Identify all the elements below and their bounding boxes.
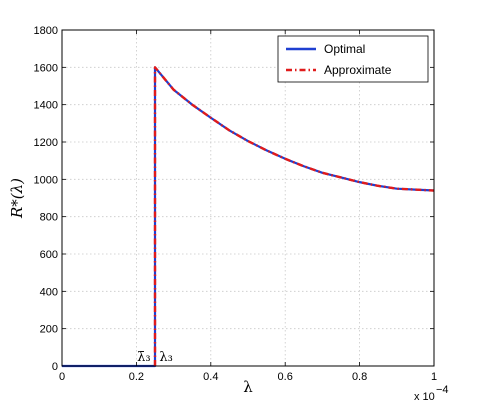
plot-background — [62, 30, 434, 366]
legend-label-approximate: Approximate — [324, 63, 392, 77]
x-tick-label: 0 — [59, 371, 65, 383]
y-tick-label: 1200 — [34, 137, 58, 149]
x-axis: 0 0.2 0.4 0.6 0.8 1 — [59, 30, 437, 383]
legend-box — [277, 35, 429, 83]
y-tick-label: 0 — [52, 361, 58, 373]
x-tick-label: 0.6 — [278, 371, 293, 383]
y-tick-label: 200 — [40, 324, 58, 336]
y-tick-label: 1800 — [34, 25, 58, 37]
y-axis-label: R*(λ) — [8, 178, 26, 219]
y-tick-label: 1600 — [34, 62, 58, 74]
y-tick-label: 400 — [40, 286, 58, 298]
annotation-label: λ₃ — [159, 350, 172, 365]
y-tick-label: 800 — [40, 212, 58, 224]
x-multiplier-base: x 10 — [414, 391, 435, 403]
x-multiplier-exponent: −4 — [436, 384, 449, 396]
series-line-approximate — [153, 66, 435, 366]
series-layer — [62, 66, 435, 368]
annotations: λ̄₃ λ₃ — [137, 350, 173, 365]
grid-lines — [62, 30, 434, 366]
x-tick-label: 1 — [431, 371, 437, 383]
legend: Optimal Approximate — [277, 35, 429, 83]
y-axis: 0 200 400 600 800 1000 1200 1400 1600 1800 — [34, 25, 434, 373]
x-tick-label: 0.8 — [352, 371, 367, 383]
x-axis-label: λ — [243, 378, 253, 396]
x-tick-label: 0.4 — [203, 371, 218, 383]
annotation-label: λ̄₃ — [137, 350, 150, 365]
y-tick-label: 600 — [40, 249, 58, 261]
x-axis-multiplier: x 10 −4 — [414, 384, 449, 403]
x-tick-label: 0.2 — [129, 371, 144, 383]
plot-frame — [61, 29, 435, 367]
y-tick-label: 1400 — [34, 100, 58, 112]
legend-label-optimal: Optimal — [324, 42, 365, 56]
y-tick-label: 1000 — [34, 174, 58, 186]
